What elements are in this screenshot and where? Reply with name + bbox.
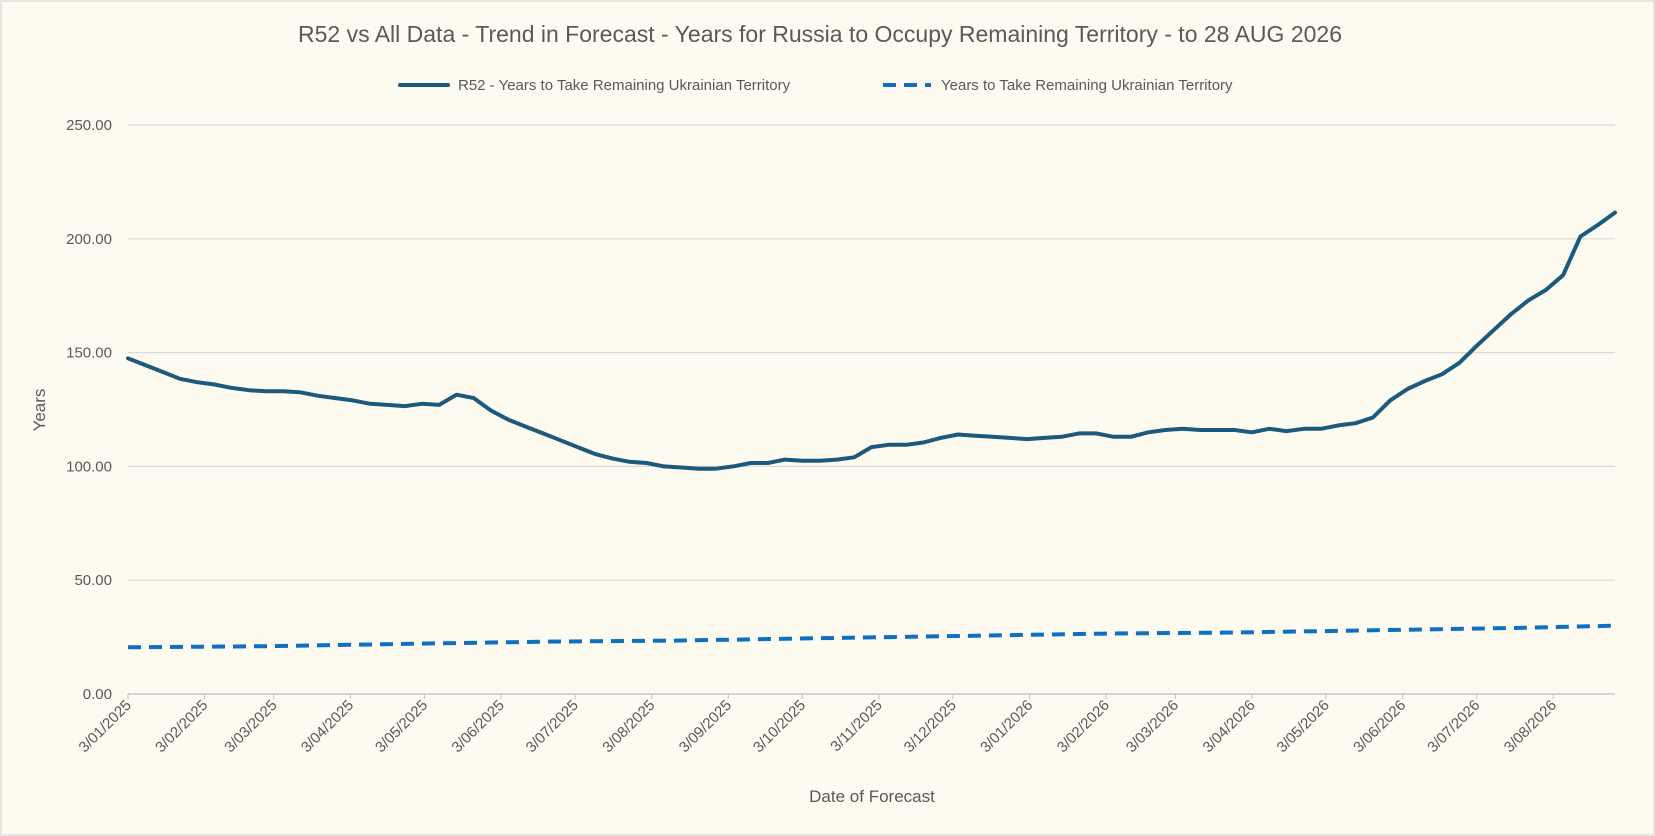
- legend-label-r52: R52 - Years to Take Remaining Ukrainian …: [458, 77, 791, 94]
- legend-item-r52[interactable]: R52 - Years to Take Remaining Ukrainian …: [398, 77, 791, 94]
- y-tick-label: 200.00: [66, 231, 112, 248]
- y-tick-label: 0.00: [83, 686, 112, 703]
- y-tick-label: 150.00: [66, 345, 112, 362]
- chart-title: R52 vs All Data - Trend in Forecast - Ye…: [298, 21, 1342, 47]
- y-axis-ticks: 0.00 50.00 100.00 150.00 200.00 250.00: [66, 117, 112, 703]
- y-axis-title: Years: [30, 389, 49, 432]
- x-axis-title: Date of Forecast: [809, 787, 935, 806]
- series-lines: [126, 210, 1617, 650]
- gridlines: [128, 124, 1615, 695]
- y-tick-label: 100.00: [66, 458, 112, 475]
- series-line-all-data: [127, 623, 1616, 650]
- legend-label-all-data: Years to Take Remaining Ukrainian Territ…: [941, 77, 1233, 94]
- y-tick-label: 250.00: [66, 117, 112, 134]
- y-tick-label: 50.00: [74, 572, 112, 589]
- series-line-r52: [126, 210, 1617, 471]
- legend: R52 - Years to Take Remaining Ukrainian …: [398, 77, 1233, 94]
- legend-item-all-data[interactable]: Years to Take Remaining Ukrainian Territ…: [883, 77, 1233, 94]
